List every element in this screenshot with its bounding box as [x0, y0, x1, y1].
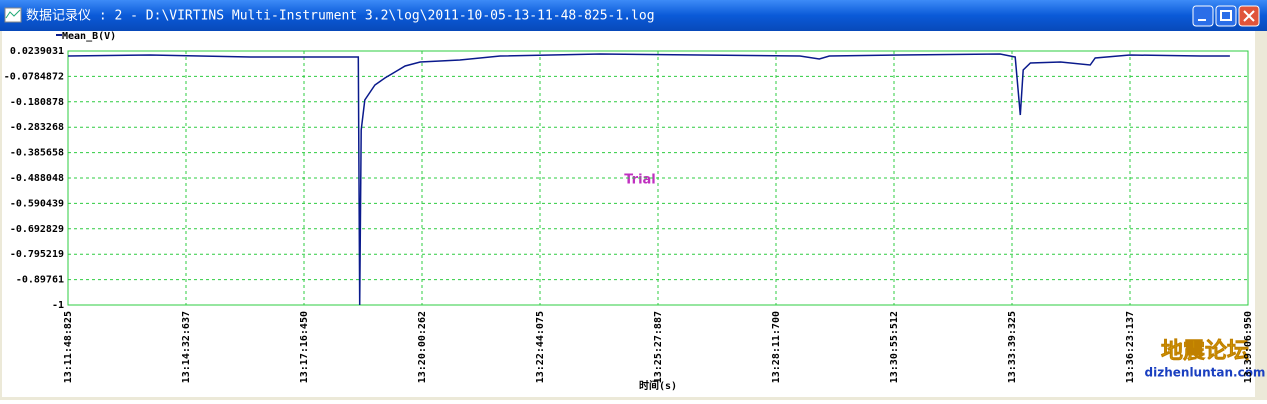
window-title: 数据记录仪 : 2 - D:\VIRTINS Multi-Instrument …: [26, 9, 655, 24]
x-tick-label: 13:30:55:512: [889, 311, 900, 383]
y-tick-label: -0.692829: [10, 224, 64, 235]
close-icon: [1243, 10, 1255, 22]
y-tick-label: -0.0784872: [4, 71, 64, 82]
title-bar: [0, 0, 1267, 31]
x-tick-label: 13:36:23:137: [1125, 311, 1136, 383]
x-tick-label: 13:25:27:887: [653, 311, 664, 383]
minimize-button[interactable]: [1192, 5, 1214, 27]
x-tick-label: 13:28:11:700: [771, 311, 782, 383]
x-tick-label: 13:14:32:637: [181, 311, 192, 383]
legend-label: Mean_B(V): [62, 31, 116, 42]
x-tick-label: 13:20:00:262: [417, 311, 428, 383]
x-tick-label: 13:39:06:950: [1243, 311, 1254, 383]
x-tick-label: 13:17:16:450: [299, 311, 310, 383]
y-tick-label: -0.89761: [16, 275, 64, 286]
trial-annotation: Trial: [624, 173, 656, 188]
y-tick-label: -0.488048: [10, 173, 64, 184]
data-line: [67, 53, 1230, 306]
y-tick-label: -0.795219: [10, 249, 64, 260]
y-tick-label: 0.0239031: [10, 46, 64, 57]
y-tick-label: -1: [52, 300, 64, 311]
watermark-url: dizhenluntan.com: [1145, 366, 1266, 380]
x-tick-label: 13:22:44:075: [535, 311, 546, 383]
maximize-button[interactable]: [1215, 5, 1237, 27]
y-tick-label: -0.283268: [10, 122, 64, 133]
x-axis-label: 时间(s): [639, 379, 677, 392]
x-tick-label: 13:33:39:325: [1007, 311, 1018, 383]
x-tick-label: 13:11:48:825: [63, 311, 74, 383]
watermark-text: 地震论坛: [1161, 338, 1249, 364]
y-tick-label: -0.180878: [10, 97, 64, 108]
app-icon-graph: [5, 9, 21, 19]
maximize-icon: [1220, 10, 1232, 21]
y-tick-label: -0.590439: [10, 198, 64, 209]
y-tick-label: -0.385658: [10, 148, 64, 159]
